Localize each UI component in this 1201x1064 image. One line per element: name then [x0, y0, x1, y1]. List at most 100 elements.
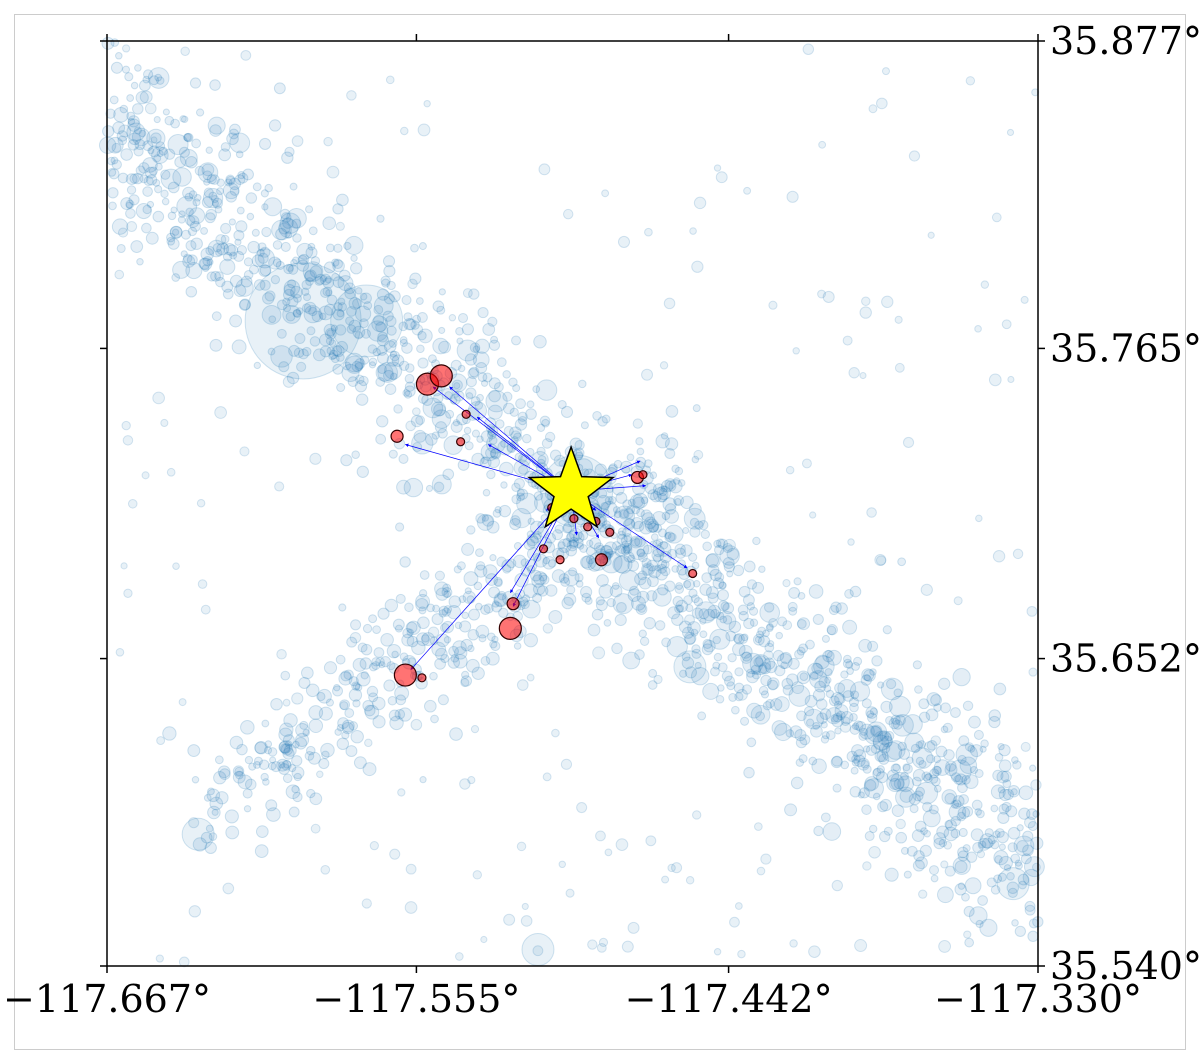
background-event: [335, 340, 349, 354]
background-event: [281, 760, 292, 771]
background-event: [998, 843, 1006, 851]
background-event: [115, 647, 125, 657]
background-event: [120, 148, 133, 161]
background-event: [622, 544, 633, 555]
background-event: [180, 229, 191, 240]
background-event: [719, 545, 740, 566]
background-event: [627, 559, 640, 572]
background-event: [940, 860, 949, 869]
background-event: [355, 393, 369, 406]
background-event: [718, 581, 727, 590]
background-event: [768, 617, 778, 628]
background-event: [466, 595, 475, 604]
background-event: [486, 469, 496, 480]
background-event: [158, 146, 168, 156]
background-event: [894, 362, 905, 373]
background-event: [937, 886, 954, 904]
background-event: [368, 692, 379, 703]
background-event: [392, 618, 405, 631]
background-event: [422, 397, 444, 419]
background-event: [278, 761, 286, 769]
background-event: [864, 725, 884, 745]
background-event: [667, 606, 681, 620]
background-event: [603, 619, 612, 627]
background-event: [354, 358, 366, 370]
background-event: [601, 520, 611, 530]
background-event: [203, 178, 211, 186]
background-event: [226, 244, 239, 257]
background-event: [349, 632, 362, 644]
background-event: [523, 632, 538, 648]
background-event: [211, 808, 219, 816]
background-event: [612, 506, 621, 514]
background-event: [881, 735, 893, 748]
background-event: [804, 639, 815, 650]
background-event: [834, 704, 849, 718]
background-event: [336, 737, 350, 751]
background-event: [474, 338, 490, 354]
background-event: [614, 613, 627, 627]
background-event: [380, 275, 391, 286]
background-event: [961, 806, 974, 818]
background-event: [108, 168, 120, 180]
background-event: [179, 149, 198, 167]
background-event: [728, 620, 742, 634]
background-event: [218, 148, 232, 162]
background-event: [529, 520, 545, 535]
background-event: [636, 508, 645, 518]
background-event: [339, 699, 351, 711]
background-event: [163, 148, 176, 160]
background-event: [865, 706, 879, 719]
background-event: [665, 480, 677, 492]
background-event: [533, 571, 548, 586]
background-event: [665, 405, 679, 418]
background-event: [545, 584, 558, 597]
background-event: [252, 182, 262, 192]
background-event: [658, 528, 668, 538]
background-event: [222, 882, 235, 895]
background-event: [717, 589, 730, 602]
background-event: [578, 530, 589, 541]
background-event: [411, 432, 434, 455]
background-event: [128, 132, 141, 146]
background-event: [138, 162, 150, 174]
background-event: [485, 651, 500, 666]
background-event: [335, 221, 345, 231]
background-event: [630, 595, 646, 611]
background-event: [322, 216, 337, 231]
background-event: [757, 664, 768, 674]
background-event: [849, 713, 858, 722]
background-event: [472, 870, 482, 880]
background-event: [148, 145, 161, 158]
background-event: [933, 832, 947, 845]
background-event: [755, 655, 767, 667]
background-event: [687, 621, 701, 635]
background-event: [222, 182, 240, 200]
background-event: [360, 671, 369, 680]
background-event: [918, 698, 930, 710]
background-event: [240, 720, 255, 735]
background-event: [465, 392, 474, 400]
background-event: [877, 681, 885, 689]
background-event: [737, 949, 746, 959]
background-event: [664, 524, 684, 544]
background-event: [649, 540, 657, 548]
background-event: [418, 606, 427, 615]
background-event: [624, 518, 636, 529]
background-event: [655, 568, 668, 581]
background-event: [789, 725, 803, 739]
background-event: [969, 765, 979, 775]
background-event: [282, 747, 295, 760]
background-event: [433, 403, 446, 417]
background-event: [443, 605, 453, 614]
background-event: [816, 712, 828, 725]
background-event: [200, 247, 214, 261]
background-event: [789, 939, 798, 948]
background-event: [803, 708, 825, 730]
background-event: [569, 437, 583, 451]
x-tick-label: −117.555°: [312, 977, 520, 1021]
background-event: [868, 104, 878, 114]
background-event: [635, 456, 647, 468]
background-event: [933, 765, 942, 775]
background-event: [467, 628, 480, 641]
